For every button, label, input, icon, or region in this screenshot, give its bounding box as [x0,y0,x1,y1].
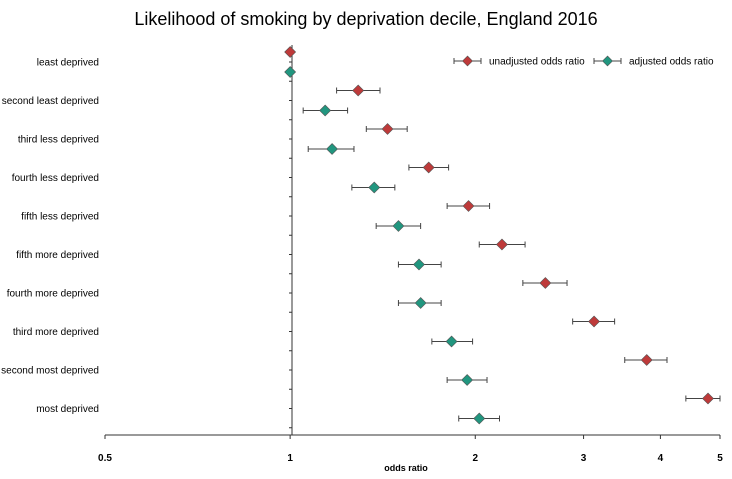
adjusted-odds-ratio-point [445,335,458,348]
adjusted-odds-ratio-point [284,66,297,78]
chart-title: Likelihood of smoking by deprivation dec… [134,9,597,29]
legend: unadjusted odds ratio adjusted odds rati… [453,55,714,68]
x-tick-label: 4 [658,453,664,464]
x-tick-label: 5 [717,453,723,464]
x-tick-label: 0.5 [98,453,112,464]
unadjusted-odds-ratio-point [352,84,365,97]
legend-unadjusted-label: unadjusted odds ratio [489,57,585,68]
y-axis-ticks [289,61,292,429]
unadjusted-odds-ratio-point [422,161,435,174]
adjusted-odds-ratio-point [473,412,486,425]
x-tick-label: 1 [287,453,293,464]
legend-unadjusted-marker [462,55,473,67]
legend-adjusted-label: adjusted odds ratio [629,57,714,68]
unadjusted-odds-ratio-point [381,123,394,135]
adjusted-odds-ratio-point [414,297,427,309]
unadjusted-odds-ratio-point [462,200,475,212]
x-tick-label: 3 [581,453,587,464]
category-label: second most deprived [1,366,99,377]
category-labels: least deprived second least deprived third… [1,58,99,416]
category-label: fifth more deprived [16,250,99,261]
adjusted-odds-ratio-point [413,258,425,271]
category-label: most deprived [36,404,99,415]
category-label: third less deprived [18,135,99,146]
category-label: fifth less deprived [21,212,99,223]
category-label: third more deprived [13,327,99,338]
x-axis-ticks: 0.5 1 2 3 4 5 [98,435,723,464]
category-label: fourth less deprived [12,173,99,184]
unadjusted-odds-ratio-point [640,354,653,366]
unadjusted-odds-ratio-point [702,392,714,405]
unadjusted-odds-ratio-point [496,238,508,251]
unadjusted-odds-ratio-point [539,277,552,289]
adjusted-odds-ratio-point [368,181,381,194]
x-tick-label: 2 [472,453,478,464]
adjusted-odds-ratio-point [319,104,332,117]
x-axis-title: odds ratio [384,463,428,473]
adjusted-odds-ratio-point [326,143,338,155]
unadjusted-odds-ratio-point [588,315,600,328]
adjusted-odds-ratio-point [461,374,474,386]
series-layer [284,46,721,425]
adjusted-odds-ratio-point [392,220,405,232]
category-label: second least deprived [2,96,99,107]
legend-adjusted-marker [602,55,613,67]
category-label: fourth more deprived [7,289,99,300]
category-label: least deprived [37,58,99,69]
unadjusted-odds-ratio-point [284,46,297,58]
